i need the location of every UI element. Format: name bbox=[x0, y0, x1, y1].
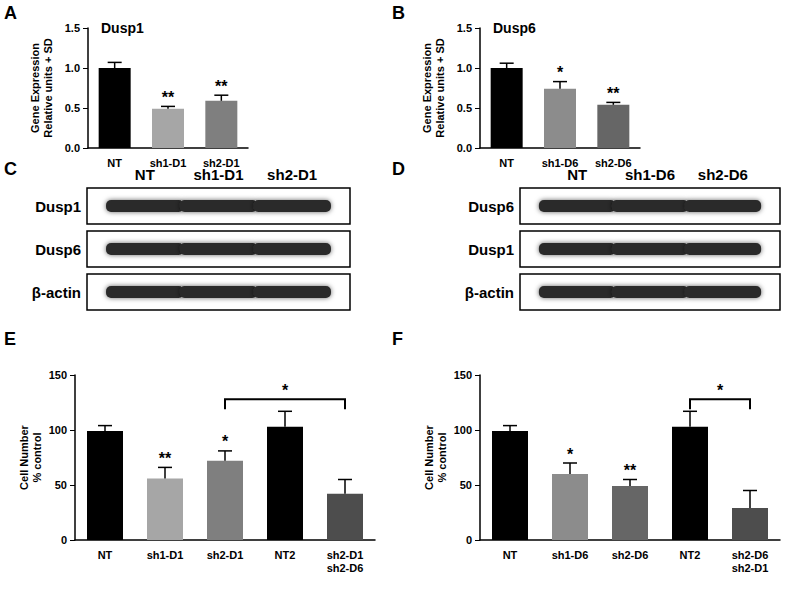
svg-text:0.5: 0.5 bbox=[457, 102, 472, 114]
svg-text:*: * bbox=[557, 64, 564, 81]
svg-text:NT: NT bbox=[135, 166, 155, 183]
svg-text:Cell Number: Cell Number bbox=[423, 424, 435, 490]
svg-text:100: 100 bbox=[49, 424, 67, 436]
svg-text:*: * bbox=[282, 382, 289, 399]
svg-text:% control: % control bbox=[436, 432, 448, 482]
svg-text:β-actin: β-actin bbox=[32, 284, 81, 301]
svg-text:Dusp6: Dusp6 bbox=[468, 198, 514, 215]
svg-text:B: B bbox=[392, 3, 405, 23]
svg-text:sh2-D1: sh2-D1 bbox=[732, 562, 769, 574]
svg-text:D: D bbox=[392, 159, 405, 179]
svg-text:NT: NT bbox=[107, 157, 122, 169]
svg-text:50: 50 bbox=[460, 479, 472, 491]
svg-text:β-actin: β-actin bbox=[465, 284, 514, 301]
svg-text:NT: NT bbox=[499, 157, 514, 169]
svg-text:sh1-D6: sh1-D6 bbox=[542, 157, 579, 169]
svg-text:sh2-D1: sh2-D1 bbox=[267, 166, 317, 183]
svg-text:NT: NT bbox=[567, 166, 587, 183]
svg-text:*: * bbox=[222, 433, 229, 450]
svg-text:NT2: NT2 bbox=[680, 549, 701, 561]
svg-text:Dusp1: Dusp1 bbox=[101, 20, 144, 36]
svg-text:**: ** bbox=[215, 78, 228, 95]
svg-text:sh2-D6: sh2-D6 bbox=[732, 549, 769, 561]
svg-text:Relative units + SD: Relative units + SD bbox=[42, 38, 54, 137]
svg-text:sh1-D1: sh1-D1 bbox=[193, 166, 243, 183]
svg-text:0: 0 bbox=[466, 534, 472, 546]
svg-text:A: A bbox=[4, 3, 17, 23]
svg-text:NT: NT bbox=[503, 549, 518, 561]
svg-text:150: 150 bbox=[454, 369, 472, 381]
svg-text:F: F bbox=[392, 329, 403, 349]
svg-text:sh1-D1: sh1-D1 bbox=[147, 549, 184, 561]
svg-text:*: * bbox=[567, 446, 574, 463]
svg-text:Gene Expression: Gene Expression bbox=[29, 43, 41, 133]
svg-text:Cell Number: Cell Number bbox=[18, 424, 30, 490]
svg-text:0.0: 0.0 bbox=[65, 142, 80, 154]
svg-text:1.0: 1.0 bbox=[65, 62, 80, 74]
svg-text:150: 150 bbox=[49, 369, 67, 381]
svg-text:E: E bbox=[4, 329, 16, 349]
svg-text:sh2-D6: sh2-D6 bbox=[698, 166, 748, 183]
svg-text:50: 50 bbox=[55, 479, 67, 491]
svg-text:sh2-D6: sh2-D6 bbox=[612, 549, 649, 561]
svg-text:**: ** bbox=[159, 450, 172, 467]
svg-text:sh2-D1: sh2-D1 bbox=[207, 549, 244, 561]
svg-text:sh2-D6: sh2-D6 bbox=[595, 157, 632, 169]
svg-text:C: C bbox=[4, 159, 17, 179]
svg-text:sh2-D1: sh2-D1 bbox=[203, 157, 240, 169]
svg-text:sh1-D1: sh1-D1 bbox=[150, 157, 187, 169]
svg-text:**: ** bbox=[162, 89, 175, 106]
svg-text:1.0: 1.0 bbox=[457, 62, 472, 74]
svg-text:1.5: 1.5 bbox=[457, 22, 472, 34]
svg-text:Dusp6: Dusp6 bbox=[493, 20, 536, 36]
svg-text:% control: % control bbox=[31, 432, 43, 482]
svg-text:**: ** bbox=[624, 462, 637, 479]
svg-text:Dusp6: Dusp6 bbox=[35, 241, 81, 258]
svg-text:NT: NT bbox=[98, 549, 113, 561]
svg-text:sh2-D1: sh2-D1 bbox=[327, 549, 364, 561]
svg-text:0: 0 bbox=[61, 534, 67, 546]
svg-text:0.0: 0.0 bbox=[457, 142, 472, 154]
svg-text:NT2: NT2 bbox=[275, 549, 296, 561]
svg-text:Relative units + SD: Relative units + SD bbox=[434, 38, 446, 137]
svg-text:sh2-D6: sh2-D6 bbox=[327, 562, 364, 574]
svg-text:0.5: 0.5 bbox=[65, 102, 80, 114]
svg-text:Dusp1: Dusp1 bbox=[35, 198, 81, 215]
svg-text:**: ** bbox=[607, 85, 620, 102]
svg-text:Dusp1: Dusp1 bbox=[468, 241, 514, 258]
svg-text:Gene Expression: Gene Expression bbox=[421, 43, 433, 133]
svg-text:100: 100 bbox=[454, 424, 472, 436]
svg-text:sh1-D6: sh1-D6 bbox=[552, 549, 589, 561]
svg-text:sh1-D6: sh1-D6 bbox=[625, 166, 675, 183]
svg-text:*: * bbox=[717, 382, 724, 399]
svg-text:1.5: 1.5 bbox=[65, 22, 80, 34]
